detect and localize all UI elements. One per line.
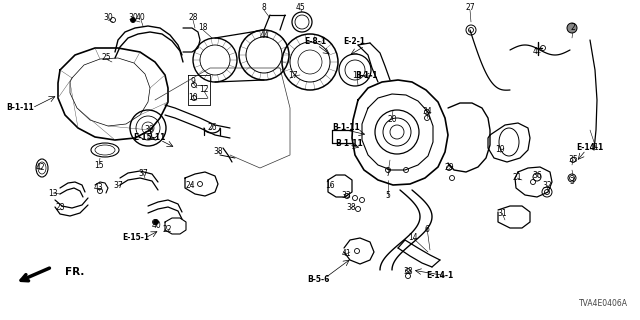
Text: 29: 29 xyxy=(444,164,454,172)
Text: 27: 27 xyxy=(465,4,475,12)
Text: 22: 22 xyxy=(163,225,172,234)
Text: 5: 5 xyxy=(385,191,390,201)
Text: 26: 26 xyxy=(207,124,217,132)
Text: 25: 25 xyxy=(101,53,111,62)
Text: 19: 19 xyxy=(495,146,505,155)
Text: 9: 9 xyxy=(191,77,195,86)
Text: 12: 12 xyxy=(199,85,209,94)
Text: 13: 13 xyxy=(48,188,58,197)
Circle shape xyxy=(154,220,159,225)
Text: 8: 8 xyxy=(262,4,266,12)
Circle shape xyxy=(131,18,136,22)
Text: 2: 2 xyxy=(571,23,575,33)
Text: 37: 37 xyxy=(113,181,123,190)
Text: 6: 6 xyxy=(424,226,429,235)
Text: 14: 14 xyxy=(408,234,418,243)
Text: E-2-1: E-2-1 xyxy=(343,37,365,46)
Text: 44: 44 xyxy=(259,30,269,39)
Text: 32: 32 xyxy=(542,180,552,189)
Text: 3: 3 xyxy=(570,177,575,186)
Text: 41: 41 xyxy=(341,250,351,259)
Text: 7: 7 xyxy=(385,169,390,178)
Text: E-14-1: E-14-1 xyxy=(426,271,454,281)
Text: E-8-1: E-8-1 xyxy=(304,37,326,46)
Text: 18: 18 xyxy=(198,23,208,33)
Text: E-15-1: E-15-1 xyxy=(122,233,150,242)
Text: 21: 21 xyxy=(512,173,522,182)
Text: 38: 38 xyxy=(346,204,356,212)
Text: 23: 23 xyxy=(55,204,65,212)
Text: 35: 35 xyxy=(568,156,578,164)
Text: B-1-1: B-1-1 xyxy=(355,70,377,79)
Text: B-1-11: B-1-11 xyxy=(332,124,360,132)
Text: 34: 34 xyxy=(422,108,432,116)
Text: 15: 15 xyxy=(94,161,104,170)
Text: 30: 30 xyxy=(128,13,138,22)
Text: 45: 45 xyxy=(296,4,306,12)
Text: B-1-11: B-1-11 xyxy=(6,103,34,113)
Text: 31: 31 xyxy=(497,209,507,218)
Text: 16: 16 xyxy=(325,181,335,190)
Text: 42: 42 xyxy=(35,164,45,172)
Text: FR.: FR. xyxy=(65,267,84,277)
Text: 43: 43 xyxy=(93,183,103,193)
Text: E-15-11: E-15-11 xyxy=(133,133,165,142)
Text: 38: 38 xyxy=(403,267,413,276)
Text: 20: 20 xyxy=(387,115,397,124)
Text: 17: 17 xyxy=(288,70,298,79)
Text: E-14-1: E-14-1 xyxy=(577,143,604,153)
Text: TVA4E0406A: TVA4E0406A xyxy=(579,299,628,308)
Circle shape xyxy=(567,23,577,33)
Text: 39: 39 xyxy=(144,125,154,134)
Text: 33: 33 xyxy=(341,190,351,199)
Text: 36: 36 xyxy=(532,171,542,180)
Text: 4: 4 xyxy=(532,46,538,55)
Text: 38: 38 xyxy=(213,147,223,156)
Text: 10: 10 xyxy=(188,93,198,102)
Text: 1: 1 xyxy=(594,143,598,153)
Text: 28: 28 xyxy=(188,13,198,22)
Text: 11: 11 xyxy=(352,70,362,79)
Text: 30: 30 xyxy=(103,13,113,22)
Text: B-5-6: B-5-6 xyxy=(307,276,329,284)
Text: 40: 40 xyxy=(151,221,161,230)
Text: B-1-11: B-1-11 xyxy=(335,139,363,148)
Text: 40: 40 xyxy=(136,13,146,22)
Text: 37: 37 xyxy=(138,169,148,178)
Text: 24: 24 xyxy=(185,180,195,189)
